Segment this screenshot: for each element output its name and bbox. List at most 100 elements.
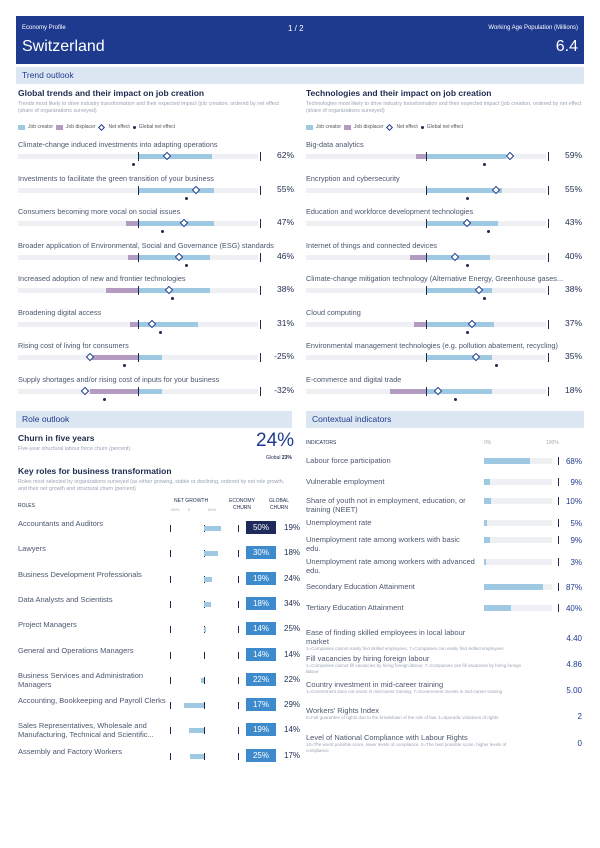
value-divider [558,558,559,566]
economy-churn-badge: 19% [246,571,276,585]
indicator-value: 9% [570,536,582,545]
creator-segment [138,388,162,394]
key-roles-subtitle: Roles most selected by organizations sur… [18,479,285,492]
trend-name: Broader application of Environmental, So… [18,240,274,250]
axis-tick [238,550,239,558]
global-churn-value: 17% [284,750,301,760]
displacer-segment [390,388,426,394]
indicator-row: Share of youth not in employment, educat… [306,496,582,514]
indicator-value: 5.00 [566,686,582,695]
value-divider [548,219,549,228]
global-churn-value: 18% [284,548,301,558]
value-divider [260,386,261,396]
indicator-value: 5% [570,519,582,528]
indicator-row: Vulnerable employment 9% [306,477,582,487]
indicator-row: Fill vacancies by hiring foreign labour 1… [306,654,582,675]
role-row: Lawyers 30% 18% [18,544,300,572]
economy-churn-badge: 50% [246,521,276,534]
trend-row: Encryption and cybersecurity 55% [306,174,582,207]
indicator-row: Workers' Rights Index 0=Full guarantee of… [306,706,582,721]
axis-tick [238,702,239,710]
axis-tick [238,727,239,735]
key-roles-title: Key roles for business transformation [18,466,172,476]
value-divider [548,386,549,396]
trend-value: 55% [276,183,294,194]
net-growth-fill [204,627,207,633]
zero-tick [138,152,139,161]
trend-row: Investments to facilitate the green tran… [18,174,294,207]
economy-churn-badge: 17% [246,698,276,712]
trend-row: Environmental management technologies (e… [306,341,582,374]
trend-name: Climate-change induced investments into … [18,140,218,149]
creator-segment [138,221,214,226]
col-roles: ROLES [18,503,35,509]
net-growth-bar [170,626,239,634]
working-age-label: Working Age Population (Millions) [488,25,578,31]
axis-tick [170,575,171,583]
indicator-name: Tertiary Education Attainment [306,603,404,612]
creator-segment [138,355,162,360]
trend-bar [306,285,546,300]
churn-title: Churn in five years [18,433,95,443]
trends-subtitle: Trends most likely to drive industry tra… [18,101,279,114]
net-growth-bar [170,651,239,659]
net-growth-fill [204,526,221,531]
trend-bar [18,319,258,334]
legend-net: Net effect [396,124,418,130]
axis-tick [170,600,171,608]
axis-tick [238,752,239,760]
global-value: 23% [281,455,292,461]
zero-tick [138,386,139,396]
zero-tick [426,219,427,228]
trend-bar [306,185,546,200]
trend-name: Big-data analytics [306,140,364,149]
economy-churn-badge: 14% [246,622,276,636]
role-outlook-band: Role outlook [16,411,292,428]
indicator-name: Fill vacancies by hiring foreign labour [306,654,430,663]
global-effect-point [465,196,469,200]
creator-segment [138,187,214,193]
churn-global: Global 23% [266,455,292,461]
role-row: Project Managers 14% 25% [18,620,300,648]
axis-zero: 0 [188,507,191,512]
net-growth-bar [170,550,239,558]
net-growth-bar [170,525,239,532]
global-effect-point [453,397,457,401]
trend-name: Consumers becoming more vocal on social … [18,207,181,216]
net-growth-bar [170,702,239,710]
value-divider [558,457,559,465]
indicator-row: Unemployment rate 5% [306,518,582,528]
indicator-bar [484,584,552,590]
displacer-segment [414,321,426,327]
indicator-value: 3% [570,558,582,567]
global-churn-value: 14% [284,725,301,735]
indicator-bar [484,537,552,543]
axis-tick [170,525,171,532]
col-net-growth: NET GROWTH [174,498,209,504]
trend-bar [18,285,258,300]
col-indicators: INDICATORS [306,440,337,446]
creator-segment [138,154,212,159]
tech-legend: Job creator Job displacer Net effect Glo… [306,123,463,131]
indicator-value: 40% [565,604,582,613]
zero-tick [138,252,139,262]
role-row: Assembly and Factory Workers 25% 17% [18,747,300,775]
indicator-row: Ease of finding skilled employees in loc… [306,628,582,652]
value-divider [558,583,559,591]
indicator-bar [484,559,552,565]
global-effect-point [487,230,491,233]
trend-name: Supply shortages and/or rising cost of i… [18,374,220,384]
net-growth-fill [201,677,204,683]
role-row: Data Analysts and Scientists 18% 34% [18,595,300,623]
indicator-name: Unemployment rate among workers with adv… [306,557,475,575]
tech-subtitle: Technologies most likely to drive indust… [306,101,582,114]
indicator-subtitle: 1=Companies cannot easily find skilled e… [306,646,504,651]
displacer-segment [90,388,138,394]
net-growth-fill [204,601,211,607]
global-effect-point [158,330,162,334]
trend-value: 31% [276,317,294,328]
trend-bar [306,151,546,166]
global-churn-value: 34% [284,598,301,608]
indicator-bar [484,479,552,485]
tech-column: Technologies and their impact on job cre… [306,88,582,115]
